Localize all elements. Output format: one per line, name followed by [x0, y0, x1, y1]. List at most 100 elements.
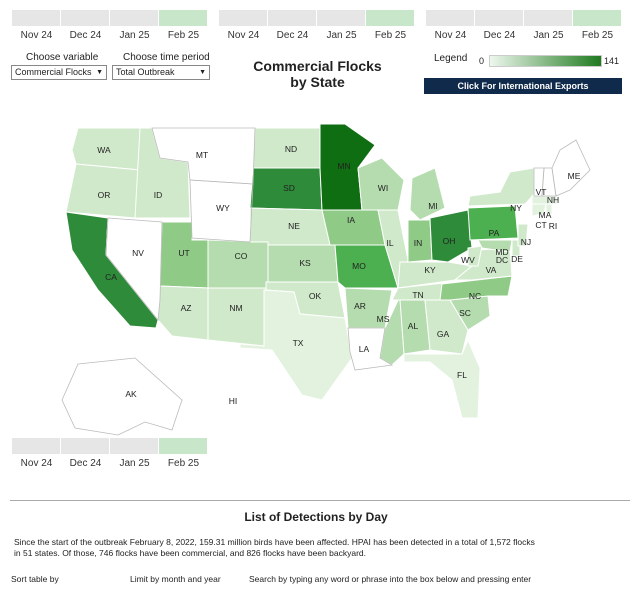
- state-label-AL: AL: [408, 321, 419, 331]
- state-label-GA: GA: [437, 329, 450, 339]
- legend-gradient: [489, 55, 602, 67]
- timeline-label: Dec 24: [276, 30, 309, 41]
- timeline-label: Feb 25: [167, 30, 200, 41]
- timeline-label: Nov 24: [434, 30, 467, 41]
- timeline-bottom-1[interactable]: Nov 24 Dec 24 Jan 25 Feb 25: [12, 438, 208, 469]
- state-label-NC: NC: [469, 291, 481, 301]
- timeline-label: Jan 25: [533, 30, 564, 41]
- state-TX[interactable]: [239, 289, 353, 401]
- state-label-MI: MI: [428, 201, 437, 211]
- timeline-label: Nov 24: [227, 30, 260, 41]
- us-map: WA OR CA NV ID MT WY UT AZ CO NM ND SD N…: [61, 123, 591, 440]
- timeline-label: Jan 25: [119, 30, 150, 41]
- timeline-label: Dec 24: [483, 30, 516, 41]
- legend-label: Legend: [434, 53, 468, 64]
- state-label-NH: NH: [547, 195, 559, 205]
- period-label: Choose time period: [123, 52, 210, 63]
- international-exports-button[interactable]: Click For International Exports: [424, 78, 622, 94]
- state-label-MS: MS: [377, 314, 390, 324]
- timeline-label: Jan 25: [119, 458, 150, 469]
- list-title: List of Detections by Day: [244, 510, 388, 524]
- timeline-label: Jan 25: [326, 30, 357, 41]
- state-label-KS: KS: [299, 258, 311, 268]
- state-label-IL: IL: [386, 238, 393, 248]
- state-label-OK: OK: [309, 291, 322, 301]
- legend-max: 141: [604, 56, 620, 66]
- state-label-DC: DC: [496, 255, 508, 265]
- chevron-down-icon: ▼: [96, 69, 103, 76]
- state-label-AR: AR: [354, 301, 366, 311]
- state-label-SD: SD: [283, 183, 295, 193]
- map-title: Commercial Flocks by State: [220, 58, 415, 90]
- state-CO[interactable]: [207, 239, 269, 289]
- search-label: Search by typing any word or phrase into…: [249, 574, 532, 584]
- chevron-down-icon: ▼: [199, 69, 206, 76]
- state-label-PR: PR: [456, 438, 468, 440]
- timeline-label: Feb 25: [581, 30, 614, 41]
- state-FL[interactable]: [403, 338, 481, 419]
- state-label-WA: WA: [97, 145, 111, 155]
- timeline-2[interactable]: Nov 24 Dec 24 Jan 25 Feb 25: [219, 10, 415, 41]
- map-title-line1: Commercial Flocks: [253, 58, 382, 74]
- state-label-MO: MO: [352, 261, 366, 271]
- state-MI[interactable]: [409, 167, 446, 221]
- state-AZ[interactable]: [157, 285, 209, 341]
- state-label-LA: LA: [359, 344, 370, 354]
- timeline-label: Nov 24: [20, 458, 53, 469]
- state-label-VT: VT: [536, 187, 547, 197]
- timeline-label: Feb 25: [374, 30, 407, 41]
- state-label-ME: ME: [568, 171, 581, 181]
- state-HI[interactable]: [215, 389, 237, 406]
- state-label-NE: NE: [288, 221, 300, 231]
- state-AK[interactable]: [61, 357, 183, 436]
- summary-line: Since the start of the outbreak February…: [14, 537, 535, 547]
- variable-label: Choose variable: [26, 52, 99, 63]
- state-MD[interactable]: [477, 239, 513, 253]
- timeline-3[interactable]: Nov 24 Dec 24 Jan 25 Feb 25: [426, 10, 622, 41]
- period-select[interactable]: Total Outbreak ▼: [112, 65, 210, 80]
- state-label-OH: OH: [443, 236, 456, 246]
- state-WV[interactable]: [467, 245, 483, 267]
- state-label-MN: MN: [337, 161, 350, 171]
- state-label-IN: IN: [414, 238, 423, 248]
- state-label-CT: CT: [535, 220, 546, 230]
- state-label-NJ: NJ: [521, 237, 531, 247]
- state-label-PA: PA: [489, 228, 500, 238]
- timeline-1[interactable]: Nov 24 Dec 24 Jan 25 Feb 25: [12, 10, 208, 41]
- state-OH[interactable]: [429, 209, 473, 263]
- state-label-CO: CO: [235, 251, 248, 261]
- state-NM[interactable]: [207, 287, 267, 347]
- period-select-value: Total Outbreak: [116, 67, 175, 77]
- state-label-ND: ND: [285, 144, 297, 154]
- state-PR[interactable]: [451, 436, 473, 440]
- state-ME[interactable]: [551, 139, 591, 197]
- state-label-KY: KY: [424, 265, 436, 275]
- state-label-OR: OR: [98, 190, 111, 200]
- state-label-MA: MA: [539, 210, 552, 220]
- state-label-WY: WY: [216, 203, 230, 213]
- timeline-label: Dec 24: [69, 458, 102, 469]
- state-label-RI: RI: [549, 221, 558, 231]
- summary-line: in 51 states. Of those, 746 flocks have …: [14, 548, 367, 558]
- state-label-SC: SC: [459, 308, 471, 318]
- state-NJ[interactable]: [517, 223, 529, 247]
- state-label-TX: TX: [293, 338, 304, 348]
- timeline-label: Nov 24: [20, 30, 53, 41]
- state-label-NV: NV: [132, 248, 144, 258]
- state-label-WI: WI: [378, 183, 388, 193]
- state-NY[interactable]: [467, 167, 539, 207]
- summary-text: Since the start of the outbreak February…: [14, 537, 584, 559]
- state-label-MD: MD: [495, 247, 508, 257]
- state-label-MT: MT: [196, 150, 208, 160]
- variable-select[interactable]: Commercial Flocks ▼: [11, 65, 107, 80]
- state-MO[interactable]: [334, 244, 399, 289]
- state-label-HI: HI: [229, 396, 238, 406]
- state-label-TN: TN: [412, 290, 423, 300]
- state-label-VA: VA: [486, 265, 497, 275]
- timeline-label: Feb 25: [167, 458, 200, 469]
- state-label-UT: UT: [178, 248, 189, 258]
- variable-select-value: Commercial Flocks: [15, 67, 92, 77]
- limit-label: Limit by month and year: [130, 574, 221, 584]
- state-label-ID: ID: [154, 190, 163, 200]
- timeline-label: Dec 24: [69, 30, 102, 41]
